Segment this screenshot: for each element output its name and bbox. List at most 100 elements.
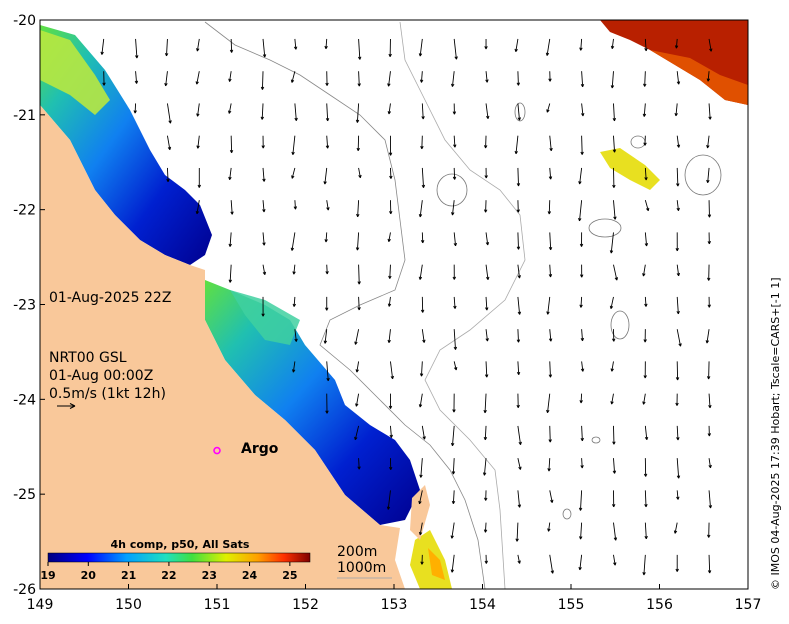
contour-1000-label: 1000m <box>337 560 386 576</box>
current-vector <box>517 264 521 279</box>
current-vector <box>515 522 519 542</box>
current-vector <box>357 458 361 470</box>
current-vector <box>612 458 617 474</box>
current-vector <box>485 296 489 311</box>
current-vector <box>610 38 615 49</box>
current-vector <box>707 264 711 281</box>
current-vector <box>228 232 232 247</box>
current-vector <box>166 167 170 183</box>
current-vector <box>484 167 488 179</box>
current-vector <box>707 232 711 245</box>
current-vector <box>676 264 681 277</box>
current-vector <box>261 135 265 149</box>
current-vector <box>451 200 455 216</box>
current-vector <box>356 135 360 152</box>
current-vector <box>676 458 681 479</box>
sst-time-label: 01-Aug-2025 22Z <box>49 290 171 306</box>
current-vector <box>260 103 265 120</box>
current-vector <box>483 135 488 149</box>
current-vector <box>517 425 522 445</box>
current-vector <box>705 329 710 344</box>
current-vector <box>642 264 646 277</box>
reef-outline <box>610 310 630 340</box>
current-vector <box>579 264 584 278</box>
current-vector <box>291 167 296 179</box>
current-vector <box>548 167 553 180</box>
x-tick-label: 154 <box>469 597 496 613</box>
current-vector <box>548 232 553 251</box>
current-vector <box>388 264 392 279</box>
current-vector <box>228 103 232 114</box>
current-vector <box>418 490 423 505</box>
current-vector <box>323 329 328 344</box>
current-vector <box>135 38 139 59</box>
current-vector <box>484 38 488 50</box>
contour-200m <box>204 21 486 589</box>
current-vector <box>708 103 712 120</box>
current-vector <box>548 329 553 342</box>
sst-patch-yellow <box>600 148 660 190</box>
current-vector <box>389 167 393 179</box>
current-vector <box>643 71 647 87</box>
current-vector <box>580 361 585 372</box>
current-vector <box>387 71 391 87</box>
current-vector <box>517 554 521 564</box>
current-vector <box>453 361 458 371</box>
current-vector <box>358 167 362 179</box>
current-vector <box>388 38 392 57</box>
current-vector <box>453 38 458 60</box>
current-vector <box>102 71 106 86</box>
current-vector <box>676 296 680 315</box>
argo-label: Argo <box>241 441 279 457</box>
current-vector <box>355 232 360 251</box>
current-vector <box>164 71 168 87</box>
current-vector <box>418 264 423 280</box>
current-vector <box>613 264 619 281</box>
current-vector <box>452 393 456 413</box>
current-vector <box>386 490 391 510</box>
colorbar-tick-label: 20 <box>81 569 97 582</box>
current-vector <box>262 200 266 213</box>
current-vector <box>676 329 682 347</box>
current-vector <box>261 296 265 317</box>
current-vector <box>580 71 585 88</box>
current-vector <box>548 425 552 443</box>
current-vector <box>325 393 329 414</box>
reef-outline <box>436 173 468 207</box>
current-vector <box>262 232 266 246</box>
contour-200-label: 200m <box>337 544 377 560</box>
current-vector <box>326 361 330 382</box>
current-vector <box>387 329 391 343</box>
current-product-label: NRT00 GSL <box>49 350 127 366</box>
current-vector <box>228 167 232 181</box>
x-tick-label: 152 <box>292 597 319 613</box>
current-vector <box>644 200 650 212</box>
current-vector <box>483 200 488 213</box>
current-vector <box>549 135 553 152</box>
current-vector <box>580 135 584 155</box>
current-vector <box>546 103 551 113</box>
x-tick-label: 153 <box>381 597 408 613</box>
current-vector <box>612 103 617 122</box>
current-vector <box>706 167 710 184</box>
reef-outline <box>562 508 572 520</box>
sst-swath-south <box>205 280 420 525</box>
current-vector <box>547 200 552 215</box>
current-vector <box>675 361 680 381</box>
current-vector <box>644 38 648 52</box>
current-vector <box>388 393 393 409</box>
current-vector <box>549 554 555 574</box>
current-vector <box>516 71 521 86</box>
current-vector <box>164 38 169 57</box>
y-tick-label: -25 <box>13 487 36 503</box>
current-vector <box>420 296 425 313</box>
current-vector <box>262 264 267 275</box>
current-vector <box>642 393 646 405</box>
current-vector <box>642 554 646 576</box>
current-vector <box>706 135 710 149</box>
current-vector <box>707 425 712 437</box>
current-vector <box>610 393 614 405</box>
current-vector <box>612 425 616 445</box>
current-vector <box>452 264 456 280</box>
